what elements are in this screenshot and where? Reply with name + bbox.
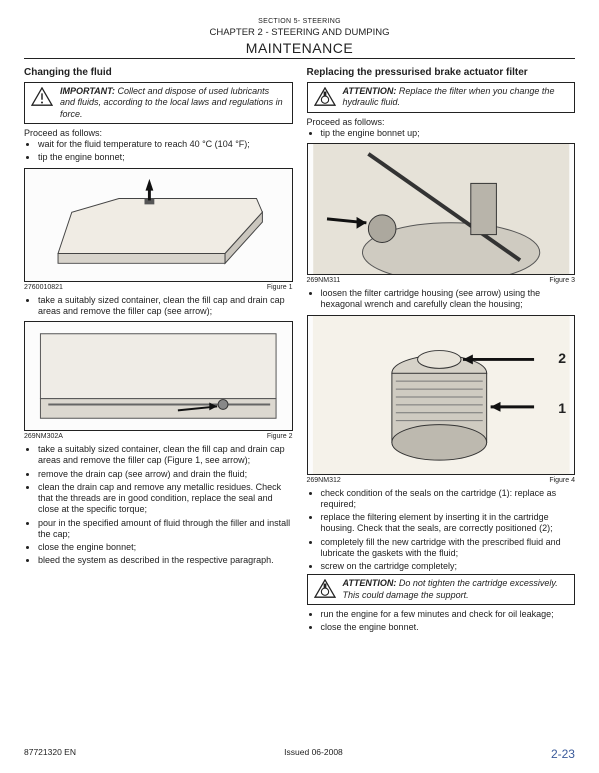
fig4-code: 269NM312	[307, 477, 341, 484]
list-item: completely fill the new cartridge with t…	[321, 537, 576, 560]
fig3-label: Figure 3	[549, 277, 575, 284]
fig4-callout-2: 2	[558, 350, 566, 366]
fig2-label: Figure 2	[267, 433, 293, 440]
list-item: run the engine for a few minutes and che…	[321, 609, 576, 620]
right-list-1: tip the engine bonnet up;	[307, 128, 576, 139]
list-item: close the engine bonnet;	[38, 542, 293, 553]
list-item: check condition of the seals on the cart…	[321, 488, 576, 511]
fig2-code: 269NM302A	[24, 433, 63, 440]
footer: 87721320 EN Issued 06-2008 2-23	[24, 747, 575, 761]
fig1-label: Figure 1	[267, 284, 293, 291]
notice-text: ATTENTION: Replace the filter when you c…	[343, 86, 570, 109]
proceed-text: Proceed as follows:	[307, 117, 576, 128]
figure-3	[307, 143, 576, 275]
right-list-3: check condition of the seals on the cart…	[307, 488, 576, 573]
list-item: take a suitably sized container, clean t…	[38, 295, 293, 318]
left-list-1: wait for the fluid temperature to reach …	[24, 139, 293, 164]
fig1-cap: 2760010821 Figure 1	[24, 284, 293, 291]
list-item: bleed the system as described in the res…	[38, 555, 293, 566]
notice-lead: ATTENTION:	[343, 578, 397, 588]
attention-icon	[313, 86, 337, 108]
fig3-cap: 269NM311 Figure 3	[307, 277, 576, 284]
chapter-line: CHAPTER 2 - STEERING AND DUMPING	[24, 27, 575, 38]
right-column: Replacing the pressurised brake actuator…	[307, 67, 576, 635]
list-item: remove the drain cap (see arrow) and dra…	[38, 469, 293, 480]
list-item: pour in the specified amount of fluid th…	[38, 518, 293, 541]
list-item: clean the drain cap and remove any metal…	[38, 482, 293, 516]
right-heading: Replacing the pressurised brake actuator…	[307, 67, 576, 78]
list-item: tip the engine bonnet;	[38, 152, 293, 163]
attention-notice-2: ATTENTION: Do not tighten the cartridge …	[307, 574, 576, 605]
fig4-callout-1: 1	[558, 400, 566, 416]
footer-mid: Issued 06-2008	[284, 747, 343, 761]
list-item: screw on the cartridge completely;	[321, 561, 576, 572]
fig4-label: Figure 4	[549, 477, 575, 484]
page-title: MAINTENANCE	[24, 40, 575, 56]
list-item: tip the engine bonnet up;	[321, 128, 576, 139]
left-heading: Changing the fluid	[24, 67, 293, 78]
left-list-2: take a suitably sized container, clean t…	[24, 295, 293, 318]
list-item: wait for the fluid temperature to reach …	[38, 139, 293, 150]
list-item: take a suitably sized container, clean t…	[38, 444, 293, 467]
left-list-3: take a suitably sized container, clean t…	[24, 444, 293, 567]
title-rule	[24, 58, 575, 59]
columns: Changing the fluid IMPORTANT: Collect an…	[24, 67, 575, 635]
important-notice: IMPORTANT: Collect and dispose of used l…	[24, 82, 293, 124]
fig1-code: 2760010821	[24, 284, 63, 291]
attention-notice-1: ATTENTION: Replace the filter when you c…	[307, 82, 576, 113]
right-list-2: loosen the filter cartridge housing (see…	[307, 288, 576, 311]
section-line: SECTION 5- STEERING	[24, 18, 575, 25]
figure-2	[24, 321, 293, 431]
fig3-code: 269NM311	[307, 277, 341, 284]
figure-4: 2 1	[307, 315, 576, 475]
warning-icon	[30, 86, 54, 108]
fig2-cap: 269NM302A Figure 2	[24, 433, 293, 440]
notice-lead: ATTENTION:	[343, 86, 397, 96]
footer-left: 87721320 EN	[24, 747, 76, 761]
page: SECTION 5- STEERING CHAPTER 2 - STEERING…	[0, 0, 599, 773]
notice-text: IMPORTANT: Collect and dispose of used l…	[60, 86, 287, 120]
left-column: Changing the fluid IMPORTANT: Collect an…	[24, 67, 293, 635]
notice-lead: IMPORTANT:	[60, 86, 115, 96]
right-list-4: run the engine for a few minutes and che…	[307, 609, 576, 634]
attention-icon	[313, 578, 337, 600]
proceed-text: Proceed as follows:	[24, 128, 293, 139]
list-item: close the engine bonnet.	[321, 622, 576, 633]
list-item: replace the filtering element by inserti…	[321, 512, 576, 535]
figure-1	[24, 168, 293, 282]
notice-text: ATTENTION: Do not tighten the cartridge …	[343, 578, 570, 601]
page-number: 2-23	[551, 747, 575, 761]
list-item: loosen the filter cartridge housing (see…	[321, 288, 576, 311]
fig4-cap: 269NM312 Figure 4	[307, 477, 576, 484]
